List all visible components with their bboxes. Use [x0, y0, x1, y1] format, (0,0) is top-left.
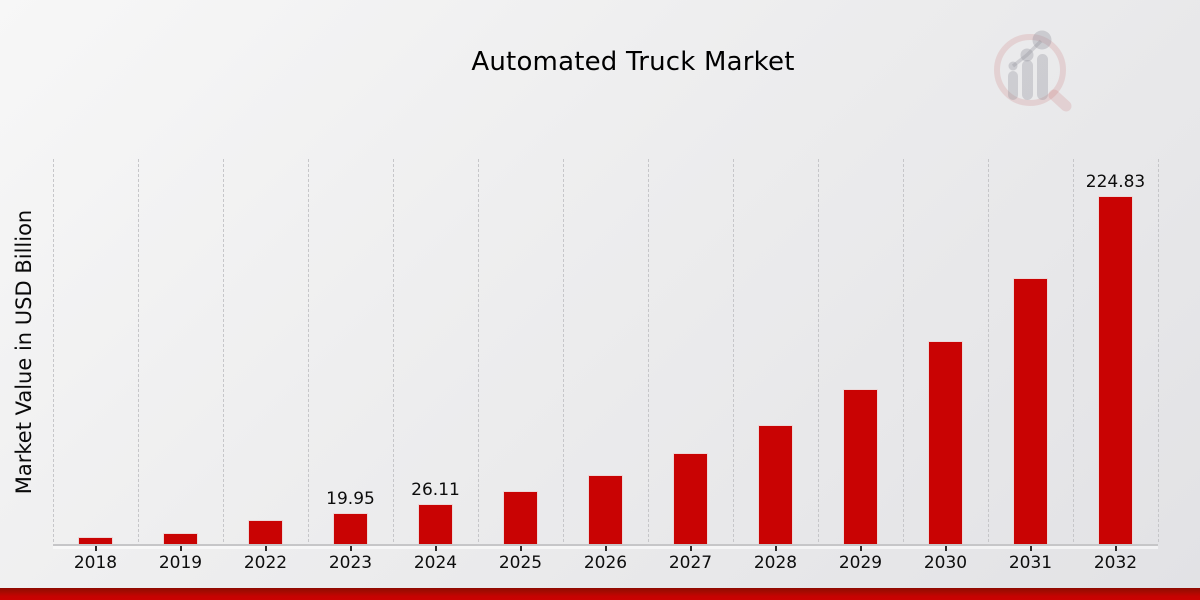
magnifier-bar-chart-watermark-icon: [994, 30, 1072, 112]
x-axis-tick: [774, 546, 777, 551]
x-axis-tick: [94, 546, 97, 551]
bar-2030: [928, 341, 963, 544]
bar-2019: [163, 533, 198, 544]
vertical-gridline: [733, 159, 734, 544]
x-axis-tick: [349, 546, 352, 551]
x-axis-tick: [179, 546, 182, 551]
vertical-gridline: [138, 159, 139, 544]
x-axis-tick: [859, 546, 862, 551]
vertical-gridline: [223, 159, 224, 544]
bar-value-label: 19.95: [326, 489, 375, 509]
x-axis-tick: [264, 546, 267, 551]
x-axis-label-2030: 2030: [923, 553, 968, 573]
x-axis-label-2031: 2031: [1008, 553, 1053, 573]
bar-2028: [758, 425, 793, 544]
x-axis-label-2027: 2027: [668, 553, 713, 573]
x-axis-label-2018: 2018: [73, 553, 118, 573]
x-axis-label-2029: 2029: [838, 553, 883, 573]
x-axis-label-2022: 2022: [243, 553, 288, 573]
bar-2024: [418, 504, 453, 544]
bar-2023: [333, 513, 368, 544]
vertical-gridline: [988, 159, 989, 544]
x-axis-tick: [519, 546, 522, 551]
bar-2018: [78, 537, 113, 544]
bar-2029: [843, 389, 878, 544]
x-axis-label-2019: 2019: [158, 553, 203, 573]
chart-title: Automated Truck Market: [471, 47, 795, 77]
x-axis-tick: [944, 546, 947, 551]
x-axis-tick: [604, 546, 607, 551]
x-axis-tick: [434, 546, 437, 551]
footer-accent-band: [0, 588, 1200, 600]
bar-2022: [248, 520, 283, 544]
x-axis-label-2023: 2023: [328, 553, 373, 573]
bar-2027: [673, 453, 708, 544]
bar-2025: [503, 491, 538, 544]
vertical-gridline: [393, 159, 394, 544]
y-axis-label: Market Value in USD Billion: [12, 209, 36, 495]
bar-2031: [1013, 278, 1048, 544]
vertical-gridline: [478, 159, 479, 544]
vertical-gridline: [563, 159, 564, 544]
x-axis-label-2032: 2032: [1093, 553, 1138, 573]
bar-value-label: 224.83: [1085, 172, 1146, 192]
x-axis-tick: [689, 546, 692, 551]
x-axis-label-2024: 2024: [413, 553, 458, 573]
vertical-gridline: [648, 159, 649, 544]
vertical-gridline: [903, 159, 904, 544]
bar-2032: [1098, 196, 1133, 544]
x-axis-label-2026: 2026: [583, 553, 628, 573]
vertical-gridline: [818, 159, 819, 544]
vertical-gridline: [53, 159, 54, 544]
x-axis-tick: [1114, 546, 1117, 551]
vertical-gridline: [308, 159, 309, 544]
x-axis-label-2025: 2025: [498, 553, 543, 573]
bar-value-label: 26.11: [411, 480, 460, 500]
x-axis-tick: [1029, 546, 1032, 551]
vertical-gridline: [1158, 159, 1159, 544]
vertical-gridline: [1073, 159, 1074, 544]
bar-2026: [588, 475, 623, 544]
plot-area: 2018 2019 2022 19.95 2023 26.11 2024 2025 2026 20…: [53, 159, 1159, 573]
x-axis-label-2028: 2028: [753, 553, 798, 573]
